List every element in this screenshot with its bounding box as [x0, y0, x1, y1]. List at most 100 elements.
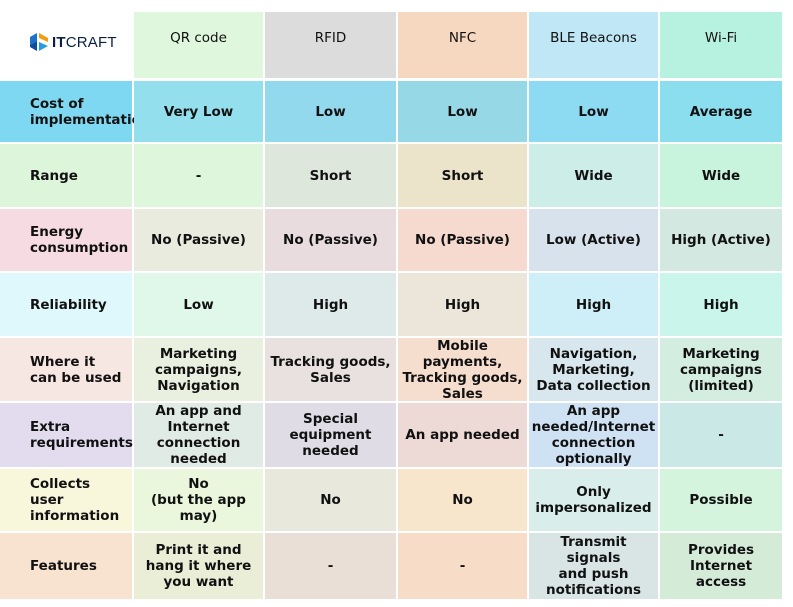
cell-content: High	[313, 297, 348, 313]
row-tint	[660, 144, 782, 207]
cell-cost-ble: Low	[529, 81, 658, 142]
cell-content: Only impersonalized	[535, 484, 651, 516]
cell-where-ble: Navigation, Marketing, Data collection	[529, 338, 658, 401]
cell-content: An app needed	[405, 427, 519, 443]
row-tint	[398, 273, 527, 336]
cell-text-line: An app	[566, 403, 621, 419]
cell-text: High	[703, 297, 738, 313]
cell-text-line: Extra	[30, 419, 71, 435]
cell-text: An app needed	[405, 427, 519, 443]
cell-text-line: Wide	[574, 167, 613, 184]
cell-text: High	[313, 297, 348, 313]
row-tint	[134, 338, 263, 401]
cell-text-line: Mobile payments,	[422, 337, 503, 370]
cell-content: -	[328, 558, 334, 574]
cell-text-line: Low	[578, 103, 609, 120]
cell-text-line: High	[703, 296, 739, 313]
cell-range-wifi: Wide	[660, 144, 782, 207]
cell-cost-wifi: Average	[660, 81, 782, 142]
cell-content: -	[196, 168, 202, 184]
cell-content: No (but the app may)	[137, 476, 260, 524]
column-header-nfc: NFC	[398, 12, 527, 78]
cell-content: Possible	[689, 492, 752, 508]
cell-content: Average	[690, 104, 753, 120]
cell-text: Features	[30, 558, 97, 574]
row-tint	[529, 144, 658, 207]
cell-content: High	[703, 297, 738, 313]
cell-text: Low	[578, 104, 608, 120]
itcraft-logo: ITCRAFT	[28, 24, 118, 60]
column-header-qr: QR code	[134, 12, 263, 78]
cell-text: -	[460, 558, 466, 574]
cell-content: An app needed/Internet connection optionall…	[532, 403, 655, 467]
row-tint	[529, 338, 658, 401]
row-tint	[134, 144, 263, 207]
cell-content: Short	[442, 168, 484, 184]
row-tint	[529, 81, 658, 142]
cell-text-line: No	[320, 492, 341, 508]
cell-text: Wide	[702, 168, 740, 184]
cell-text: No (Passive)	[283, 232, 378, 248]
cell-text-line: Range	[30, 167, 78, 184]
column-header-ble: BLE Beacons	[529, 12, 658, 78]
cell-text: Average	[690, 104, 753, 120]
cell-text: No (but the app may)	[137, 476, 260, 524]
cell-content: Very Low	[164, 104, 233, 120]
cell-text-line: Energy	[30, 224, 84, 240]
cell-text-line: optionally	[555, 451, 632, 467]
cell-content: No (Passive)	[283, 232, 378, 248]
cell-text: Reliability	[30, 297, 107, 313]
cell-collects-rfid: No	[265, 469, 396, 531]
cell-content: Low	[183, 297, 213, 313]
cell-text: Provides Internet access	[663, 542, 779, 590]
cell-text: No (Passive)	[151, 232, 246, 248]
cell-text-line: Marketing	[159, 345, 238, 362]
cell-text: Low (Active)	[546, 232, 641, 248]
row-tint	[660, 209, 782, 271]
cell-where-qr: Marketing campaigns, Navigation	[134, 338, 263, 401]
row-tint	[660, 403, 782, 467]
cell-text: Short	[310, 168, 352, 184]
cell-text-line: Very Low	[163, 103, 234, 120]
cell-content: Transmit signals and push notifications	[532, 534, 655, 598]
cell-content: Low	[447, 104, 477, 120]
row-tint	[398, 403, 527, 467]
cell-text: Collects user information	[30, 476, 119, 524]
cell-content: Wide	[702, 168, 740, 184]
cell-text: Navigation, Marketing, Data collection	[536, 346, 650, 394]
cell-text-line: you want	[163, 574, 234, 590]
cell-text-line: No	[188, 476, 209, 492]
cell-content: Marketing campaigns, Navigation	[155, 346, 242, 394]
cell-content: -	[718, 427, 724, 443]
cell-text-line: An app and	[155, 403, 242, 419]
row-tint	[134, 403, 263, 467]
cell-text-line: Short	[309, 167, 352, 184]
cell-text-line: Print it and	[155, 542, 242, 558]
row-tint	[660, 533, 782, 599]
cell-text-line: No (Passive)	[415, 232, 510, 248]
cell-extra-rfid: Special equipment needed	[265, 403, 396, 467]
cell-features-rfid: -	[265, 533, 396, 599]
cell-text-line: Reliability	[30, 296, 107, 313]
cell-text: Energy consumption	[30, 224, 128, 256]
cell-features-qr: Print it and hang it where you want	[134, 533, 263, 599]
cell-features-ble: Transmit signals and push notifications	[529, 533, 658, 599]
row-tint	[134, 209, 263, 271]
cell-extra-qr: An app and Internet connection needed	[134, 403, 263, 467]
row-tint	[265, 144, 396, 207]
cell-text-line: user	[30, 492, 64, 508]
row-tint	[134, 533, 263, 599]
cell-reliability-nfc: High	[398, 273, 527, 336]
cell-energy-qr: No (Passive)	[134, 209, 263, 271]
column-header-wifi: Wi-Fi	[660, 12, 782, 78]
cell-text-line: implementation	[30, 111, 151, 128]
cell-text-line: Special	[303, 411, 358, 427]
row-tint	[265, 273, 396, 336]
column-header-rfid: RFID	[265, 12, 396, 78]
row-tint	[529, 403, 658, 467]
cell-text-line: No (Passive)	[151, 232, 246, 248]
cell-text-line: can be used	[30, 369, 122, 386]
cell-text-line: Low	[447, 103, 478, 120]
cell-text-line: connection	[551, 435, 636, 451]
